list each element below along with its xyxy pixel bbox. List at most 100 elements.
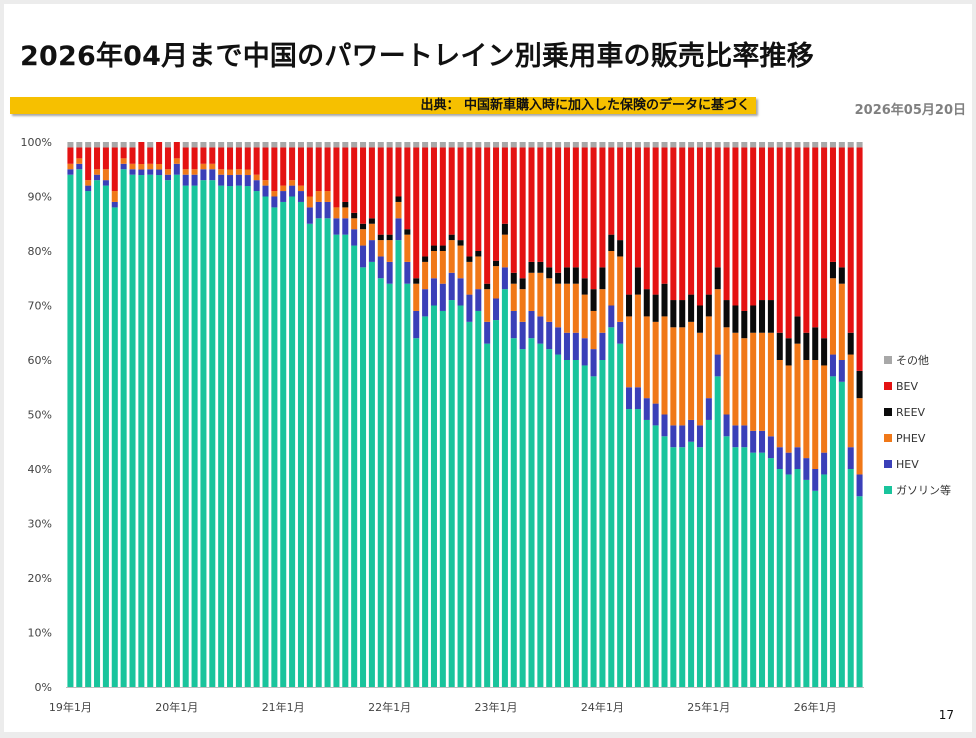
bar-segment-other: [253, 142, 260, 148]
legend-swatch-hev: [884, 460, 892, 468]
bar-segment-other: [315, 142, 322, 148]
bar-segment-hev: [696, 425, 703, 448]
bar-segment-hev: [776, 447, 783, 469]
bar-segment-reev: [626, 294, 633, 317]
bar-segment-phev: [218, 169, 225, 175]
bar-segment-hev: [723, 414, 730, 437]
bar-segment-hev: [546, 321, 553, 350]
plot-area: [67, 142, 863, 688]
bar-segment-phev: [360, 229, 367, 246]
x-tick-label: 22年1月: [368, 700, 411, 714]
bar-segment-bev: [457, 147, 464, 241]
bar-segment-other: [76, 142, 83, 148]
bar-segment-hev: [448, 272, 455, 301]
bar-segment-gasoline: [173, 174, 180, 687]
bar-segment-bev: [572, 147, 579, 268]
bar-segment-hev: [271, 196, 278, 208]
bar-segment-other: [457, 142, 464, 148]
bar-segment-bev: [351, 147, 358, 213]
bar-segment-phev: [422, 261, 429, 290]
bar-segment-hev: [537, 316, 544, 344]
bar-segment-hev: [475, 289, 482, 311]
bar-segment-other: [111, 142, 118, 148]
bar-segment-phev: [847, 354, 854, 448]
bar-segment-reev: [466, 256, 473, 262]
bar-segment-hev: [289, 185, 296, 197]
bar-segment-phev: [838, 283, 845, 360]
bar-segment-other: [705, 142, 712, 148]
bar-segment-reev: [785, 338, 792, 366]
bar-segment-gasoline: [262, 196, 269, 687]
bar-segment-gasoline: [289, 196, 296, 687]
bar-segment-hev: [626, 387, 633, 410]
bar-segment-hev: [67, 169, 74, 175]
bar-segment-bev: [200, 147, 207, 164]
bar-segment-bev: [377, 147, 384, 235]
page-title: 2026年04月まで中国のパワートレイン別乗用車の販売比率推移: [20, 41, 814, 72]
bar-segment-phev: [581, 294, 588, 339]
bar-segment-bev: [670, 147, 677, 301]
bar-segment-other: [838, 142, 845, 148]
bar-segment-phev: [333, 207, 340, 219]
y-tick-label: 40%: [28, 463, 52, 476]
bar-segment-bev: [829, 147, 836, 262]
bar-segment-bev: [227, 147, 234, 170]
bar-segment-other: [209, 142, 216, 148]
bar-segment-hev: [608, 305, 615, 328]
bar-segment-gasoline: [280, 201, 287, 687]
bar-segment-reev: [829, 261, 836, 279]
bar-segment-other: [528, 142, 535, 148]
bar-segment-phev: [244, 169, 251, 176]
bar-segment-bev: [563, 147, 570, 268]
bar-segment-phev: [484, 289, 491, 322]
bar-segment-phev: [129, 163, 136, 170]
bar-segment-gasoline: [395, 240, 402, 687]
bar-segment-phev: [626, 316, 633, 388]
bar-segment-reev: [422, 256, 429, 262]
bar-segment-hev: [235, 174, 242, 186]
bar-segment-gasoline: [94, 180, 101, 687]
bar-segment-other: [368, 142, 375, 148]
bar-segment-reev: [439, 245, 446, 251]
bar-segment-gasoline: [484, 343, 491, 687]
bar-segment-other: [696, 142, 703, 148]
bar-segment-other: [688, 142, 695, 148]
bar-segment-other: [448, 142, 455, 148]
bar-segment-phev: [696, 332, 703, 426]
bar-segment-hev: [572, 332, 579, 360]
bar-segment-bev: [439, 147, 446, 246]
bar-segment-gasoline: [856, 496, 863, 687]
bar-segment-reev: [413, 278, 420, 284]
bar-segment-reev: [794, 316, 801, 344]
bar-segment-reev: [377, 234, 384, 241]
bar-segment-hev: [501, 267, 508, 290]
bar-segment-bev: [856, 147, 863, 371]
bar-segment-other: [776, 142, 783, 148]
bar-segment-phev: [563, 283, 570, 333]
bar-segment-gasoline: [767, 458, 774, 687]
y-tick-label: 100%: [21, 136, 52, 149]
bar-segment-reev: [360, 223, 367, 230]
bar-segment-bev: [821, 147, 828, 339]
bar-segment-phev: [102, 169, 109, 181]
bar-segment-gasoline: [723, 436, 730, 687]
bar-segment-reev: [457, 240, 464, 246]
bar-segment-phev: [723, 327, 730, 415]
bar-segment-phev: [767, 332, 774, 437]
bar-segment-hev: [634, 387, 641, 410]
bar-segment-hev: [457, 278, 464, 306]
bar-segment-phev: [590, 310, 597, 350]
legend-swatch-bev: [884, 382, 892, 390]
bar-segment-phev: [572, 283, 579, 333]
bar-segment-gasoline: [803, 479, 810, 687]
x-tick-label: 23年1月: [475, 700, 518, 714]
bar-segment-phev: [280, 185, 287, 192]
bar-segment-other: [289, 142, 296, 148]
bar-segment-reev: [688, 294, 695, 322]
bar-segment-other: [102, 142, 109, 148]
bar-segment-bev: [661, 147, 668, 284]
bar-segment-bev: [262, 147, 269, 181]
bar-segment-bev: [794, 147, 801, 317]
bar-segment-bev: [253, 147, 260, 175]
bar-segment-hev: [705, 398, 712, 420]
